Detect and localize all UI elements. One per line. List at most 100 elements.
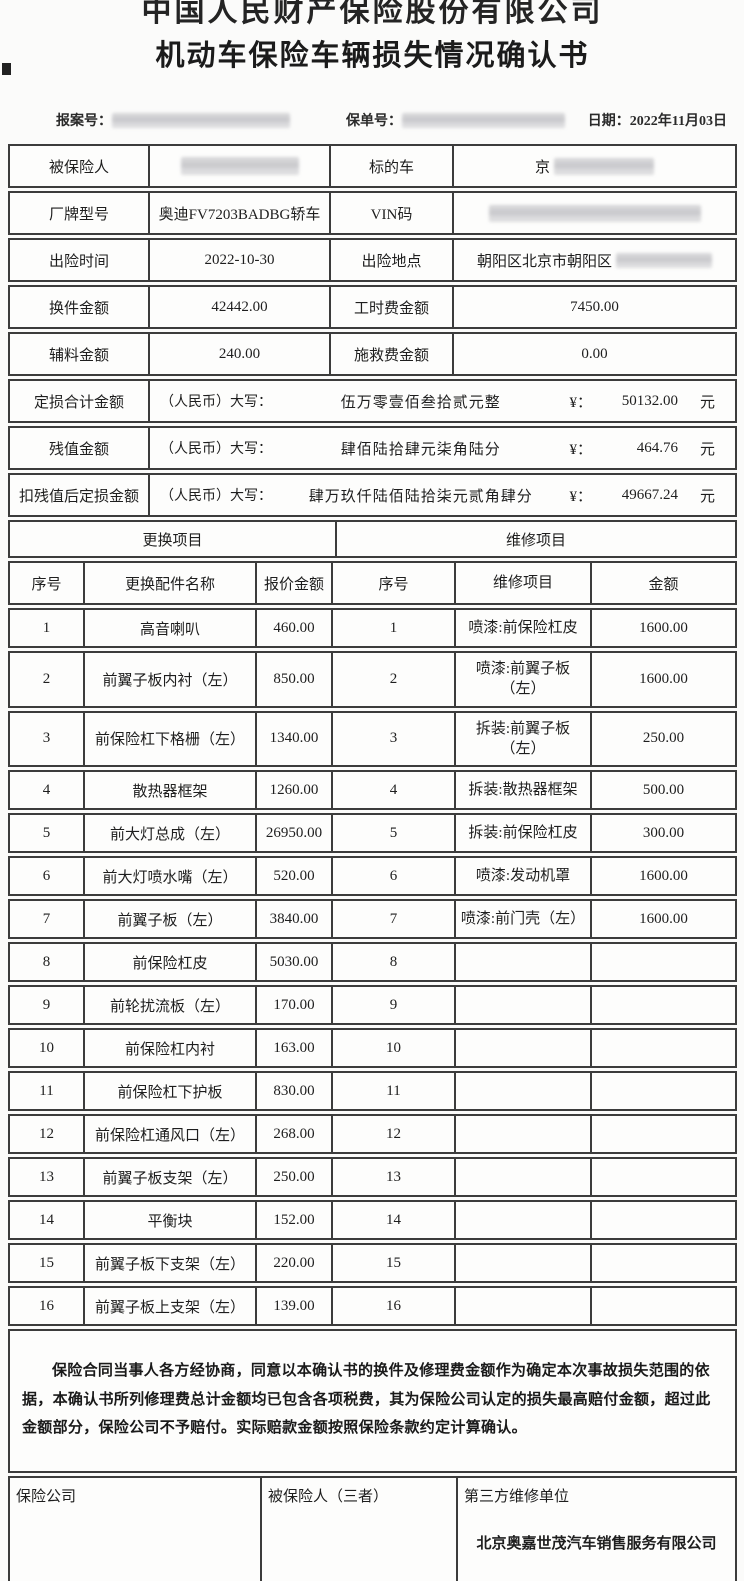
repair-amount: 1600.00 [590, 858, 735, 894]
agreement-text: 保险合同当事人各方经协商，同意以本确认书的换件及修理费金额作为确定本次事故损失范… [22, 1363, 711, 1436]
info-row-accident: 出险时间 2022-10-30 出险地点 朝阳区北京市朝阳区 [8, 238, 737, 282]
repair-index: 13 [331, 1159, 454, 1195]
vin-label: VIN码 [329, 193, 452, 233]
yuan-unit: 元 [699, 441, 715, 458]
repair-index: 12 [331, 1116, 454, 1152]
repair-item-name: 拆装:前保险杠皮 [454, 815, 590, 851]
replacement-index: 12 [39, 1125, 54, 1142]
scan-edge-artifact [2, 63, 11, 75]
replacement-index: 11 [39, 1082, 54, 1099]
repair-item-name [454, 987, 590, 1023]
amount-row-content: （人民币）大写： 肆佰陆拾肆元柒角陆分 ¥： 464.76 元 [148, 428, 735, 468]
yuan-unit: 元 [699, 394, 715, 411]
policy-no-redacted-value [402, 112, 565, 128]
repair-amount: 250.00 [590, 712, 735, 765]
replacement-index: 5 [42, 824, 51, 841]
info-row-model: 厂牌型号 奥迪FV7203BADBG轿车 VIN码 [8, 191, 737, 235]
replacement-index: 4 [42, 781, 51, 798]
replacement-part-name: 前大灯喷水嘴（左） [83, 858, 255, 894]
rescue-fee-value: 0.00 [452, 334, 735, 374]
replacement-price: 220.00 [255, 1245, 331, 1281]
item-row: 3 前保险杠下格栅（左） 1340.00 3 拆装:前翼子板（左） 250.00 [8, 710, 737, 767]
repair-item-name [454, 1116, 590, 1152]
repair-index: 4 [331, 772, 454, 808]
repair-item-name: 喷漆:前门壳（左） [454, 901, 590, 937]
repair-index: 6 [331, 858, 454, 894]
currency-symbol: ¥： [569, 488, 592, 505]
capital-prefix: （人民币）大写： [160, 442, 272, 457]
replacement-index: 10 [39, 1039, 54, 1056]
replacement-price: 170.00 [255, 987, 331, 1023]
item-row: 16 前翼子板上支架（左） 139.00 16 [8, 1286, 737, 1326]
item-row: 7 前翼子板（左） 3840.00 7 喷漆:前门壳（左） 1600.00 [8, 899, 737, 939]
replacement-index: 2 [42, 670, 51, 687]
amount-row: 扣残值后定损金额 （人民币）大写： 肆万玖仟陆佰陆拾柒元贰角肆分 ¥： 4966… [8, 473, 737, 517]
repair-amount [590, 1159, 735, 1195]
col-header-no1: 序号 [31, 576, 62, 593]
replacement-index: 9 [42, 996, 51, 1013]
item-row: 13 前翼子板支架（左） 250.00 13 [8, 1157, 737, 1197]
repair-index: 8 [331, 944, 454, 980]
replacement-part-name: 散热器框架 [83, 772, 255, 808]
item-row: 1 高音喇叭 460.00 1 喷漆:前保险杠皮 1600.00 [8, 608, 737, 648]
insured-signature-label: 被保险人（三者） [268, 1488, 389, 1505]
company-name-title: 中国人民财产保险股份有限公司 [141, 0, 604, 28]
labor-amount-label: 工时费金额 [329, 287, 452, 327]
amount-row-content: （人民币）大写： 伍万零壹佰叁拾贰元整 ¥： 50132.00 元 [148, 381, 735, 421]
items-section-header: 更换项目 维修项目 [8, 520, 737, 558]
report-no-label: 报案号： [56, 114, 112, 129]
replacement-part-name: 前保险杠皮 [83, 944, 255, 980]
parts-amount-value: 42442.00 [148, 287, 329, 327]
replacement-index: 1 [42, 619, 51, 636]
replacement-part-name: 前翼子板（左） [83, 901, 255, 937]
repair-item-name [454, 1288, 590, 1324]
replacement-index: 15 [39, 1254, 54, 1271]
materials-amount-value: 240.00 [148, 334, 329, 374]
replacement-price: 5030.00 [255, 944, 331, 980]
capital-prefix: （人民币）大写： [160, 489, 272, 504]
info-row-materials-amount: 辅料金额 240.00 施救费金额 0.00 [8, 332, 737, 376]
date-field: 日期：2022年11月03日 [588, 110, 727, 130]
repair-amount [590, 1116, 735, 1152]
repair-section-title: 维修项目 [335, 522, 735, 556]
replacement-part-name: 前保险杠通风口（左） [83, 1116, 255, 1152]
replacement-part-name: 前轮扰流板（左） [83, 987, 255, 1023]
repair-amount: 300.00 [590, 815, 735, 851]
item-row: 2 前翼子板内衬（左） 850.00 2 喷漆:前翼子板（左） 1600.00 [8, 651, 737, 708]
repairer-signature-label: 第三方维修单位 [464, 1488, 570, 1505]
replacement-price: 1340.00 [255, 712, 331, 765]
replacement-section-title: 更换项目 [142, 532, 203, 549]
repair-index: 1 [331, 610, 454, 646]
item-row: 4 散热器框架 1260.00 4 拆装:散热器框架 500.00 [8, 770, 737, 810]
replacement-index: 8 [42, 953, 51, 970]
repair-item-name: 喷漆:前翼子板（左） [454, 653, 590, 706]
agreement-clause-box: 保险合同当事人各方经协商，同意以本确认书的换件及修理费金额作为确定本次事故损失范… [8, 1329, 737, 1473]
repair-item-name: 拆装:散热器框架 [454, 772, 590, 808]
repair-item-name: 拆装:前翼子板（左） [454, 712, 590, 765]
capital-amount-text: 伍万零壹佰叁拾贰元整 [340, 394, 501, 411]
repair-index: 10 [331, 1030, 454, 1066]
item-row: 8 前保险杠皮 5030.00 8 [8, 942, 737, 982]
repair-index: 9 [331, 987, 454, 1023]
replacement-index: 13 [39, 1168, 54, 1185]
replacement-index: 7 [42, 910, 51, 927]
insurer-signature-label: 保险公司 [16, 1488, 77, 1505]
item-row: 6 前大灯喷水嘴（左） 520.00 6 喷漆:发动机罩 1600.00 [8, 856, 737, 896]
item-row: 11 前保险杠下护板 830.00 11 [8, 1071, 737, 1111]
amount-summary-rows: 定损合计金额 （人民币）大写： 伍万零壹佰叁拾贰元整 ¥： 50132.00 元… [8, 379, 737, 517]
repair-amount: 1600.00 [590, 901, 735, 937]
repair-item-name [454, 1030, 590, 1066]
repair-item-name [454, 1073, 590, 1109]
report-no-redacted-value [112, 112, 290, 128]
repair-item-name [454, 1159, 590, 1195]
repair-amount [590, 987, 735, 1023]
replacement-part-name: 前保险杠下格栅（左） [83, 712, 255, 765]
repair-index: 14 [331, 1202, 454, 1238]
item-row: 14 平衡块 152.00 14 [8, 1200, 737, 1240]
replacement-price: 268.00 [255, 1116, 331, 1152]
repair-item-name: 喷漆:发动机罩 [454, 858, 590, 894]
labor-amount-value: 7450.00 [452, 287, 735, 327]
amount-row-content: （人民币）大写： 肆万玖仟陆佰陆拾柒元贰角肆分 ¥： 49667.24 元 [148, 475, 735, 515]
col-header-no2: 序号 [331, 563, 454, 603]
